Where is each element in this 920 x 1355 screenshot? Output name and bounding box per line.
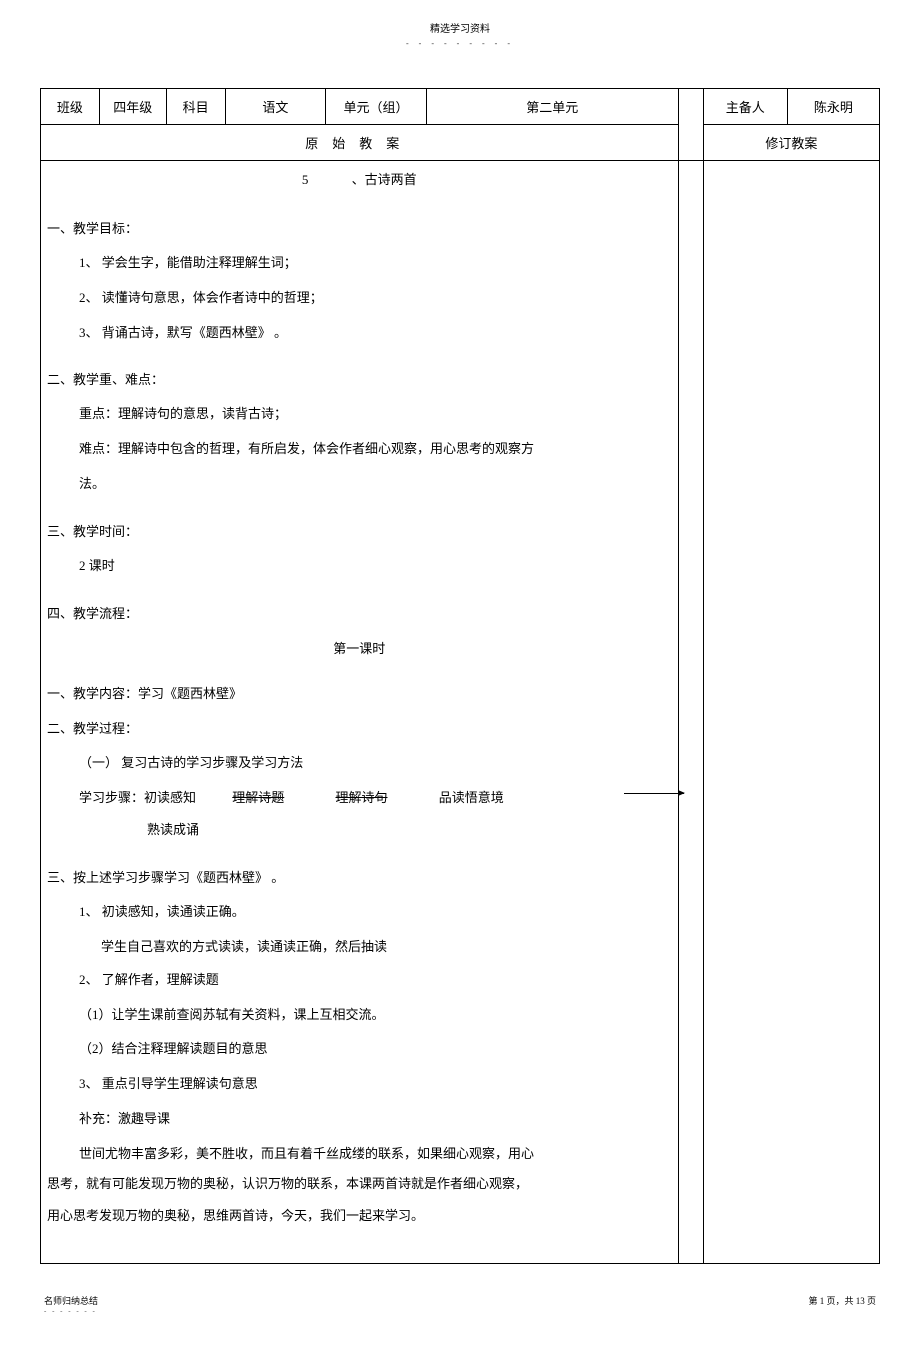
lesson-plan-table: 班级 四年级 科目 语文 单元（组） 第二单元 主备人 陈永明 原始教案 修订教… bbox=[40, 88, 880, 1264]
doc-top-header: 精选学习资料 bbox=[40, 20, 880, 35]
s5-head: 教学内容：学习《题西林壁》 bbox=[73, 683, 242, 702]
s7-i3: 3、 重点引导学生理解读句意思 bbox=[79, 1074, 672, 1095]
section-7: 三、 按上述学习步骤学习《题西林壁》 。 1、 初读感知，读通读正确。 学生自己… bbox=[47, 867, 672, 1228]
content-cell: 5 、古诗两首 一、 教学目标： 1、 学会生字，能借助注释理解生词； 2、 读… bbox=[41, 161, 679, 1264]
s2-i2: 难点：理解诗中包含的哲理，有所启发，体会作者细心观察，用心思考的观察方 bbox=[79, 439, 672, 460]
hdr-unit-label: 单元（组） bbox=[326, 89, 427, 125]
footer-right: 第 1 页，共 13 页 bbox=[808, 1294, 876, 1315]
s6-sub1: （一） 复习古诗的学习步骤及学习方法 bbox=[79, 753, 672, 774]
s1-i3: 3、 背诵古诗，默写《题西林壁》 。 bbox=[79, 323, 672, 344]
hdr-author-label: 主备人 bbox=[703, 89, 787, 125]
s3-head: 教学时间： bbox=[73, 521, 138, 540]
footer-left-text: 名师归纳总结 bbox=[44, 1294, 98, 1307]
section-6: 二、 教学过程： （一） 复习古诗的学习步骤及学习方法 学习步骤：初读感知 理解… bbox=[47, 718, 672, 842]
s2-i1: 重点：理解诗句的意思，读背古诗； bbox=[79, 404, 672, 425]
s3-num: 三、 bbox=[47, 521, 73, 540]
chapter-title: 5 、古诗两首 bbox=[47, 169, 672, 188]
flow-arrow-icon bbox=[624, 793, 684, 794]
section-3: 三、 教学时间： 2 课时 bbox=[47, 521, 672, 577]
s7-i2: 2、 了解作者，理解读题 bbox=[79, 970, 672, 991]
s6-num: 二、 bbox=[47, 718, 73, 737]
s6-sub2: 熟读成诵 bbox=[147, 820, 672, 841]
s7-sub2a: 学生自己喜欢的方式读读，读通读正确，然后抽读 bbox=[101, 937, 672, 958]
hdr-class-label: 班级 bbox=[41, 89, 100, 125]
hdr-author-val: 陈永明 bbox=[787, 89, 879, 125]
flow-d: 品读悟意境 bbox=[439, 787, 549, 806]
section-4: 四、 教学流程： 第一课时 bbox=[47, 603, 672, 657]
flow-b: 理解诗题 bbox=[232, 787, 332, 806]
s2-head: 教学重、难点： bbox=[73, 369, 164, 388]
footer-left-dots: - - - - - - - bbox=[44, 1307, 98, 1315]
hdr-unit-val: 第二单元 bbox=[426, 89, 678, 125]
chapter-num: 5 bbox=[302, 172, 309, 188]
s4-head: 教学流程： bbox=[73, 603, 138, 622]
s2-num: 二、 bbox=[47, 369, 73, 388]
section-1: 一、 教学目标： 1、 学会生字，能借助注释理解生词； 2、 读懂诗句意思，体会… bbox=[47, 218, 672, 343]
s2-i3: 法。 bbox=[79, 474, 672, 495]
flow-a: 学习步骤：初读感知 bbox=[79, 787, 229, 806]
s1-head: 教学目标： bbox=[73, 218, 138, 237]
s5-num: 一、 bbox=[47, 683, 73, 702]
s7-para2: 思考，就有可能发现万物的奥秘，认识万物的联系，本课两首诗就是作者细心观察， bbox=[47, 1171, 672, 1197]
section-2: 二、 教学重、难点： 重点：理解诗句的意思，读背古诗； 难点：理解诗中包含的哲理… bbox=[47, 369, 672, 494]
body-row: 5 、古诗两首 一、 教学目标： 1、 学会生字，能借助注释理解生词； 2、 读… bbox=[41, 161, 880, 1264]
notes-spacer bbox=[678, 161, 703, 1264]
s7-sub3b: （2）结合注释理解读题目的意思 bbox=[79, 1039, 672, 1060]
hdr-subject-label: 科目 bbox=[166, 89, 225, 125]
doc-top-dots: - - - - - - - - - bbox=[40, 39, 880, 48]
s6-head: 教学过程： bbox=[73, 718, 138, 737]
title-row: 原始教案 修订教案 bbox=[41, 125, 880, 161]
s7-num: 三、 bbox=[47, 867, 73, 886]
s7-i1: 1、 初读感知，读通读正确。 bbox=[79, 902, 672, 923]
revised-plan-title: 修订教案 bbox=[703, 125, 879, 161]
hdr-class-val: 四年级 bbox=[99, 89, 166, 125]
s7-para1: 世间尤物丰富多彩，美不胜收，而且有着千丝成缕的联系，如果细心观察，用心 bbox=[79, 1144, 672, 1165]
s7-extra: 补充：激趣导课 bbox=[79, 1109, 672, 1130]
header-row: 班级 四年级 科目 语文 单元（组） 第二单元 主备人 陈永明 bbox=[41, 89, 880, 125]
s7-head: 按上述学习步骤学习《题西林壁》 。 bbox=[73, 867, 284, 886]
s1-num: 一、 bbox=[47, 218, 73, 237]
s1-i2: 2、 读懂诗句意思，体会作者诗中的哲理； bbox=[79, 288, 672, 309]
s3-i1: 2 课时 bbox=[79, 556, 672, 577]
flow-c: 理解诗句 bbox=[336, 787, 436, 806]
s4-num: 四、 bbox=[47, 603, 73, 622]
page-footer: 名师归纳总结 - - - - - - - 第 1 页，共 13 页 bbox=[40, 1294, 880, 1315]
s7-sub3a: （1）让学生课前查阅苏轼有关资料，课上互相交流。 bbox=[79, 1005, 672, 1026]
flow-line: 学习步骤：初读感知 理解诗题 理解诗句 品读悟意境 bbox=[79, 787, 672, 806]
hdr-spacer bbox=[678, 89, 703, 161]
revision-notes-cell bbox=[703, 161, 879, 1264]
s1-i1: 1、 学会生字，能借助注释理解生词； bbox=[79, 253, 672, 274]
s7-para3: 用心思考发现万物的奥秘，思维两首诗，今天，我们一起来学习。 bbox=[47, 1203, 672, 1229]
original-plan-title: 原始教案 bbox=[41, 125, 679, 161]
footer-left: 名师归纳总结 - - - - - - - bbox=[44, 1294, 98, 1315]
hdr-subject-val: 语文 bbox=[225, 89, 326, 125]
lesson-title: 第一课时 bbox=[47, 638, 672, 657]
chapter-label: 、古诗两首 bbox=[352, 172, 417, 187]
